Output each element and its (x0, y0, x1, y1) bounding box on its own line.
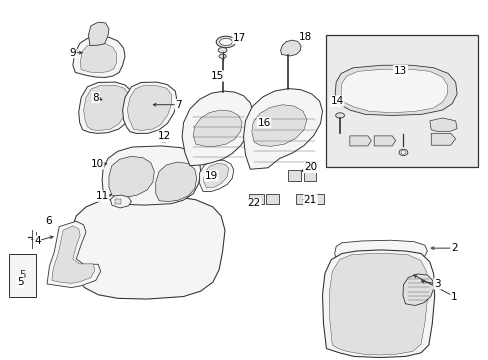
Polygon shape (122, 82, 177, 134)
Ellipse shape (398, 149, 407, 156)
Text: 7: 7 (175, 100, 182, 110)
Polygon shape (243, 89, 322, 169)
Text: 9: 9 (69, 48, 76, 58)
Polygon shape (429, 118, 456, 132)
Polygon shape (83, 85, 128, 131)
Polygon shape (127, 86, 171, 131)
Bar (266, 194, 278, 204)
Text: 6: 6 (45, 216, 52, 226)
Text: 5: 5 (20, 270, 26, 280)
Bar (326, 36, 477, 167)
Ellipse shape (216, 36, 235, 48)
Text: 15: 15 (211, 71, 224, 81)
Text: 8: 8 (92, 93, 99, 103)
Bar (295, 194, 309, 204)
Polygon shape (73, 37, 125, 77)
Ellipse shape (219, 39, 232, 45)
Text: 10: 10 (90, 159, 103, 169)
Bar (304, 170, 316, 181)
Polygon shape (280, 40, 301, 56)
Polygon shape (402, 274, 433, 306)
Ellipse shape (161, 134, 166, 140)
Polygon shape (193, 110, 242, 146)
Polygon shape (199, 160, 233, 192)
Polygon shape (69, 195, 224, 299)
Polygon shape (340, 69, 447, 113)
Polygon shape (203, 163, 228, 188)
Ellipse shape (218, 48, 226, 53)
Ellipse shape (158, 132, 169, 142)
Polygon shape (334, 65, 456, 116)
Polygon shape (109, 156, 154, 197)
Text: 18: 18 (298, 32, 311, 41)
Text: 2: 2 (450, 243, 457, 253)
Text: 3: 3 (433, 279, 440, 289)
Polygon shape (329, 253, 427, 355)
Text: 13: 13 (393, 66, 407, 76)
Text: 14: 14 (330, 96, 343, 106)
Text: 21: 21 (303, 195, 316, 205)
Text: 16: 16 (257, 118, 270, 128)
Polygon shape (251, 105, 306, 146)
Bar (9, 253, 36, 297)
Ellipse shape (400, 150, 405, 154)
Text: 6: 6 (45, 216, 52, 226)
Polygon shape (102, 146, 200, 205)
Text: 12: 12 (156, 132, 169, 142)
Bar (288, 170, 300, 181)
Text: 11: 11 (95, 191, 108, 201)
Text: 4: 4 (34, 236, 41, 246)
Text: 13: 13 (393, 66, 407, 76)
Text: 17: 17 (232, 33, 246, 43)
Polygon shape (322, 250, 434, 357)
Text: 1: 1 (450, 292, 457, 302)
Ellipse shape (219, 54, 226, 58)
Polygon shape (349, 136, 370, 146)
Bar (249, 194, 264, 204)
Polygon shape (156, 162, 196, 202)
Text: 5: 5 (17, 277, 23, 287)
Text: 5: 5 (17, 277, 23, 287)
Polygon shape (110, 195, 131, 208)
Text: 19: 19 (204, 171, 218, 181)
Polygon shape (182, 91, 253, 166)
Bar (115, 199, 121, 204)
Polygon shape (52, 226, 95, 283)
Polygon shape (79, 82, 133, 134)
Text: 20: 20 (303, 162, 316, 172)
Text: 12: 12 (157, 131, 170, 141)
Polygon shape (47, 221, 101, 288)
Ellipse shape (335, 113, 344, 118)
Polygon shape (430, 134, 455, 145)
Text: 22: 22 (247, 198, 260, 208)
Polygon shape (334, 240, 427, 262)
Bar (311, 194, 324, 204)
Polygon shape (373, 136, 395, 146)
Polygon shape (88, 22, 109, 45)
Polygon shape (80, 43, 117, 73)
